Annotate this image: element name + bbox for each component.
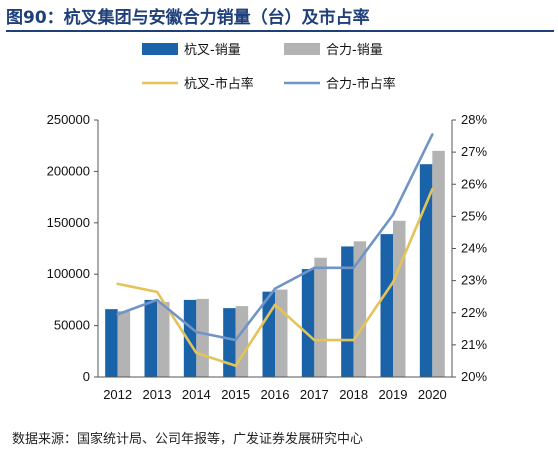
- bar-heli-2012: [117, 311, 131, 377]
- bar-hangcha-2014: [183, 299, 197, 377]
- right-tick-label: 22%: [461, 305, 487, 320]
- figure-title: 图90：杭叉集团与安徽合力销量（台）及市占率: [6, 8, 370, 28]
- source-note: 数据来源：国家统计局、公司年报等，广发证券发展研究中心: [12, 432, 364, 447]
- right-tick-label: 24%: [461, 241, 487, 256]
- x-tick-label: 2020: [418, 387, 447, 402]
- right-tick-label: 26%: [461, 176, 487, 191]
- right-tick-label: 21%: [461, 337, 487, 352]
- legend-swatch: [284, 43, 320, 55]
- left-tick-label: 150000: [47, 215, 90, 230]
- left-tick-label: 200000: [47, 163, 90, 178]
- right-tick-label: 27%: [461, 144, 487, 159]
- lines-layer: [116, 133, 434, 368]
- left-tick-label: 250000: [47, 112, 90, 127]
- legend-label: 杭叉-销量: [184, 43, 241, 58]
- legend-swatch: [142, 43, 178, 55]
- right-tick-label: 25%: [461, 208, 487, 223]
- right-tick-label: 23%: [461, 273, 487, 288]
- x-tick-label: 2018: [339, 387, 368, 402]
- bar-hangcha-2020: [419, 164, 433, 377]
- bars-layer: [105, 150, 445, 377]
- axes-layer: 0 50000 100000 150000 200000 250000 20% 21% 22% 2…: [47, 112, 488, 402]
- bar-hangcha-2019: [380, 234, 393, 377]
- line-heli-share: [116, 133, 434, 342]
- title-divider: [6, 30, 554, 32]
- x-tick-label: 2015: [221, 387, 250, 402]
- bar-hangcha-2013: [144, 299, 157, 377]
- left-tick-label: 50000: [54, 318, 90, 333]
- x-tick-label: 2016: [261, 387, 290, 402]
- bar-hangcha-2017: [301, 269, 315, 377]
- x-tick-label: 2019: [379, 387, 408, 402]
- bar-heli-2016: [275, 289, 288, 377]
- left-tick-label: 0: [83, 369, 90, 384]
- bar-heli-2014: [196, 298, 209, 377]
- legend-label: 合力-市占率: [326, 76, 396, 92]
- bar-heli-2018: [353, 241, 367, 377]
- x-tick-label: 2017: [300, 387, 329, 402]
- bar-heli-2015: [235, 306, 249, 377]
- left-tick-label: 100000: [47, 266, 90, 281]
- legend-label: 合力-销量: [326, 43, 383, 58]
- x-tick-label: 2013: [143, 387, 172, 402]
- x-tick-label: 2014: [182, 387, 211, 402]
- right-tick-label: 20%: [461, 369, 487, 384]
- bar-hangcha-2015: [223, 308, 236, 377]
- bar-hangcha-2016: [262, 291, 275, 377]
- bar-heli-2020: [432, 150, 445, 377]
- bar-hangcha-2018: [341, 246, 354, 377]
- bar-heli-2013: [157, 301, 170, 377]
- bar-heli-2017: [314, 257, 327, 377]
- legend-label: 杭叉-市占率: [184, 76, 254, 92]
- x-tick-label: 2012: [103, 387, 132, 402]
- bar-heli-2019: [393, 220, 406, 377]
- right-tick-label: 28%: [461, 112, 487, 127]
- bar-hangcha-2012: [105, 309, 118, 377]
